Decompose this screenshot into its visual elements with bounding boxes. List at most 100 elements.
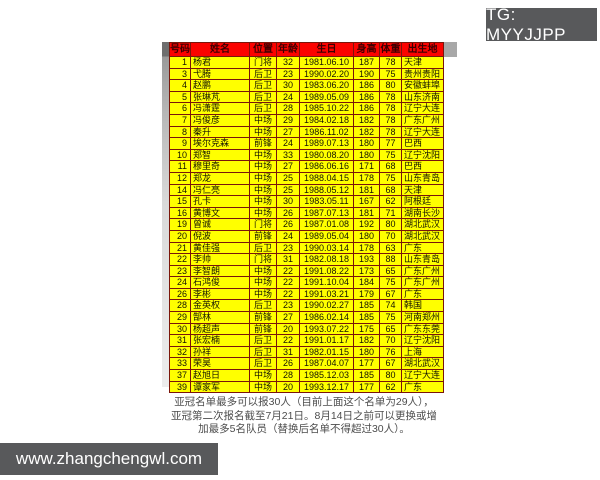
table-row: 7 冯俊彦 中场 29 1984.02.18 182 78 广东广州 bbox=[169, 113, 444, 127]
table-cell: 张宏楠 bbox=[190, 334, 250, 347]
table-cell: 1982.08.18 bbox=[299, 253, 354, 266]
table-cell: 1990.02.20 bbox=[299, 67, 354, 81]
table-cell: 广东广州 bbox=[401, 276, 444, 289]
table-cell: 门将 bbox=[249, 218, 277, 231]
table-cell: 后卫 bbox=[249, 241, 277, 255]
footnote: 亚冠名单最多可以报30人（目前上面这个名单为29人）， 亚冠第二次报名截至7月2… bbox=[148, 396, 460, 437]
table-cell: 7 bbox=[169, 113, 191, 127]
table-cell: 75 bbox=[379, 67, 402, 81]
table-cell: 4 bbox=[169, 79, 191, 92]
table-cell: 冯仁亮 bbox=[190, 183, 250, 197]
table-cell: 177 bbox=[353, 380, 380, 394]
table-cell: 弋腾 bbox=[190, 67, 250, 81]
table-cell: 1993.12.17 bbox=[299, 380, 354, 394]
table-cell: 77 bbox=[379, 137, 402, 150]
table-cell: 28 bbox=[169, 299, 191, 313]
table-cell: 25 bbox=[276, 171, 300, 185]
table-cell: 180 bbox=[353, 345, 380, 359]
table-row: 6 冯潇霆 后卫 28 1985.10.22 186 78 辽宁大连 bbox=[169, 102, 444, 115]
table-cell: 李帅 bbox=[190, 253, 250, 266]
table-cell: 1982.01.15 bbox=[299, 345, 354, 359]
table-cell: 75 bbox=[379, 171, 402, 185]
table-cell: 20 bbox=[169, 229, 191, 243]
table-cell: 22 bbox=[276, 334, 300, 347]
table-cell: 8 bbox=[169, 125, 191, 139]
table-cell: 杨君 bbox=[190, 56, 250, 69]
table-cell: 21 bbox=[169, 241, 191, 255]
table-cell: 后卫 bbox=[249, 90, 277, 104]
table-cell: 6 bbox=[169, 102, 191, 115]
table-row: 23 李智朗 中场 22 1991.08.22 173 65 广东广州 bbox=[169, 264, 444, 278]
table-cell: 中场 bbox=[249, 380, 277, 394]
table-cell: 23 bbox=[276, 299, 300, 313]
table-cell: 山东青岛 bbox=[401, 171, 444, 185]
table-cell: 182 bbox=[353, 125, 380, 139]
table-cell: 23 bbox=[276, 67, 300, 81]
table-cell: 冯俊彦 bbox=[190, 113, 250, 127]
table-cell: 埃尔克森 bbox=[190, 137, 250, 150]
table-cell: 88 bbox=[379, 253, 402, 266]
table-row: 33 荣昊 后卫 26 1987.04.07 177 67 湖北武汉 bbox=[169, 357, 444, 371]
table-cell: 1980.08.20 bbox=[299, 148, 354, 162]
table-cell: 186 bbox=[353, 79, 380, 92]
table-cell: 后卫 bbox=[249, 357, 277, 371]
table-row: 29 郜林 前锋 27 1986.02.14 185 75 河南郑州 bbox=[169, 311, 444, 324]
table-cell: 75 bbox=[379, 276, 402, 289]
column-header: 年龄 bbox=[276, 42, 300, 57]
footnote-line: 亚冠名单最多可以报30人（目前上面这个名单为29人）， bbox=[174, 396, 434, 408]
table-cell: 19 bbox=[169, 218, 191, 231]
table-cell: 湖北武汉 bbox=[401, 357, 444, 371]
roster-table: 号码 姓名 位置 年龄 生日 身高 体重 出生地 1 杨君 门将 32 1981.06.10 187 78… bbox=[169, 42, 444, 394]
column-header: 姓名 bbox=[190, 42, 250, 57]
table-cell: 山东济南 bbox=[401, 90, 444, 104]
table-cell: 78 bbox=[379, 56, 402, 69]
table-cell: 1987.04.07 bbox=[299, 357, 354, 371]
column-header: 号码 bbox=[169, 42, 191, 57]
table-cell: 26 bbox=[276, 357, 300, 371]
table-cell: 22 bbox=[276, 264, 300, 278]
table-cell: 郑龙 bbox=[190, 171, 250, 185]
table-cell: 71 bbox=[379, 206, 402, 220]
table-cell: 62 bbox=[379, 195, 402, 208]
table-cell: 173 bbox=[353, 264, 380, 278]
table-cell: 178 bbox=[353, 171, 380, 185]
table-cell: 65 bbox=[379, 264, 402, 278]
table-cell: 167 bbox=[353, 195, 380, 208]
table-cell: 193 bbox=[353, 253, 380, 266]
table-row: 12 郑龙 中场 25 1988.04.15 178 75 山东青岛 bbox=[169, 171, 444, 185]
table-cell: 181 bbox=[353, 206, 380, 220]
table-cell: 巴西 bbox=[401, 160, 444, 173]
table-cell: 1989.05.09 bbox=[299, 90, 354, 104]
table-cell: 辽宁沈阳 bbox=[401, 148, 444, 162]
table-cell: 70 bbox=[379, 229, 402, 243]
table-cell: 24 bbox=[276, 90, 300, 104]
column-header: 生日 bbox=[299, 42, 354, 57]
table-cell: 前锋 bbox=[249, 137, 277, 150]
table-cell: 前锋 bbox=[249, 322, 277, 336]
table-cell: 80 bbox=[379, 79, 402, 92]
table-cell: 贵州贵阳 bbox=[401, 67, 444, 81]
table-row: 16 黄博文 中场 26 1987.07.13 181 71 湖南长沙 bbox=[169, 206, 444, 220]
table-cell: 中场 bbox=[249, 171, 277, 185]
table-cell: 31 bbox=[169, 334, 191, 347]
table-cell: 1989.07.13 bbox=[299, 137, 354, 150]
table-cell: 29 bbox=[169, 311, 191, 324]
table-cell: 广东 bbox=[401, 241, 444, 255]
table-cell: 186 bbox=[353, 102, 380, 115]
table-cell: 30 bbox=[169, 322, 191, 336]
site-watermark: www.zhangchengwl.com bbox=[0, 443, 218, 475]
table-cell: 1987.07.13 bbox=[299, 206, 354, 220]
table-cell: 1984.02.18 bbox=[299, 113, 354, 127]
table-row: 14 冯仁亮 中场 25 1988.05.12 181 68 天津 bbox=[169, 183, 444, 197]
table-cell: 后卫 bbox=[249, 67, 277, 81]
table-cell: 33 bbox=[169, 357, 191, 371]
table-cell: 郑智 bbox=[190, 148, 250, 162]
table-cell: 1987.01.08 bbox=[299, 218, 354, 231]
table-row: 20 倪波 前锋 24 1989.05.04 180 70 湖北武汉 bbox=[169, 229, 444, 243]
table-cell: 山东青岛 bbox=[401, 253, 444, 266]
table-cell: 26 bbox=[169, 287, 191, 301]
table-cell: 26 bbox=[276, 206, 300, 220]
table-cell: 后卫 bbox=[249, 79, 277, 92]
table-cell: 安徽蚌埠 bbox=[401, 79, 444, 92]
table-cell: 前锋 bbox=[249, 229, 277, 243]
